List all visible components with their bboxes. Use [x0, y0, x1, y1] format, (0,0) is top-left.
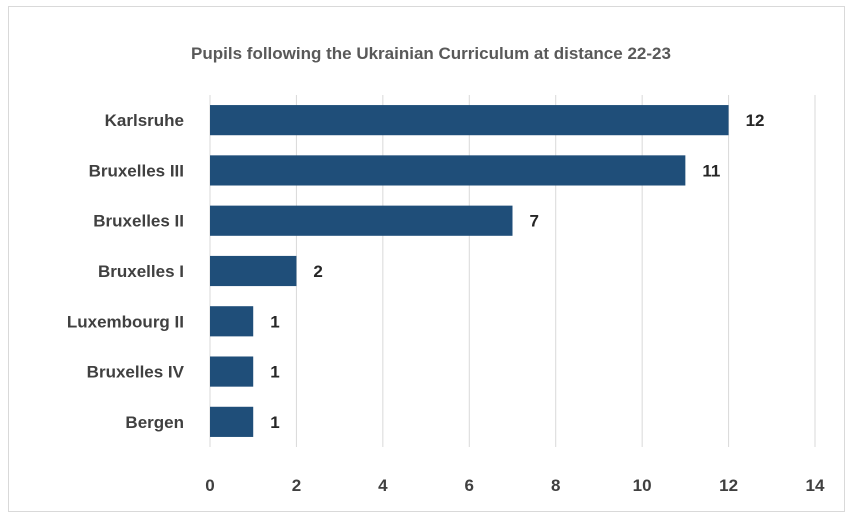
- data-label: 1: [270, 413, 279, 432]
- data-label: 1: [270, 312, 279, 331]
- x-tick-label: 10: [633, 476, 652, 495]
- x-tick-label: 0: [205, 476, 214, 495]
- x-tick-label: 12: [719, 476, 738, 495]
- data-label: 11: [702, 161, 720, 180]
- data-label: 7: [530, 212, 539, 231]
- bar: [210, 205, 513, 236]
- bar: [210, 105, 729, 136]
- category-label: Bruxelles I: [98, 262, 184, 281]
- x-tick-label: 8: [551, 476, 560, 495]
- category-labels: Karlsruhe Bruxelles III Bruxelles II Bruxel…: [67, 111, 185, 432]
- category-label: Bruxelles IV: [87, 363, 185, 382]
- bar: [210, 356, 254, 387]
- chart-title: Pupils following the Ukrainian Curriculu…: [191, 44, 671, 63]
- chart-frame: [8, 6, 845, 512]
- bar: [210, 306, 254, 337]
- bar: [210, 255, 297, 287]
- data-label: 2: [313, 262, 322, 281]
- x-axis-tick-labels: 0 2 4 6 8 10 12 14: [205, 476, 825, 495]
- bars: [210, 105, 729, 437]
- category-label: Karlsruhe: [105, 111, 184, 130]
- category-label: Luxembourg II: [67, 312, 184, 331]
- category-label: Bruxelles III: [89, 161, 184, 180]
- x-tick-label: 2: [292, 476, 301, 495]
- x-tick-label: 14: [806, 476, 825, 495]
- data-label: 12: [746, 111, 765, 130]
- bar: [210, 406, 254, 437]
- data-label: 1: [270, 363, 279, 382]
- x-tick-label: 4: [378, 476, 388, 495]
- gridlines: [209, 95, 816, 447]
- category-label: Bergen: [125, 413, 184, 432]
- category-label: Bruxelles II: [93, 212, 184, 231]
- bar: [210, 155, 686, 186]
- x-tick-label: 6: [465, 476, 474, 495]
